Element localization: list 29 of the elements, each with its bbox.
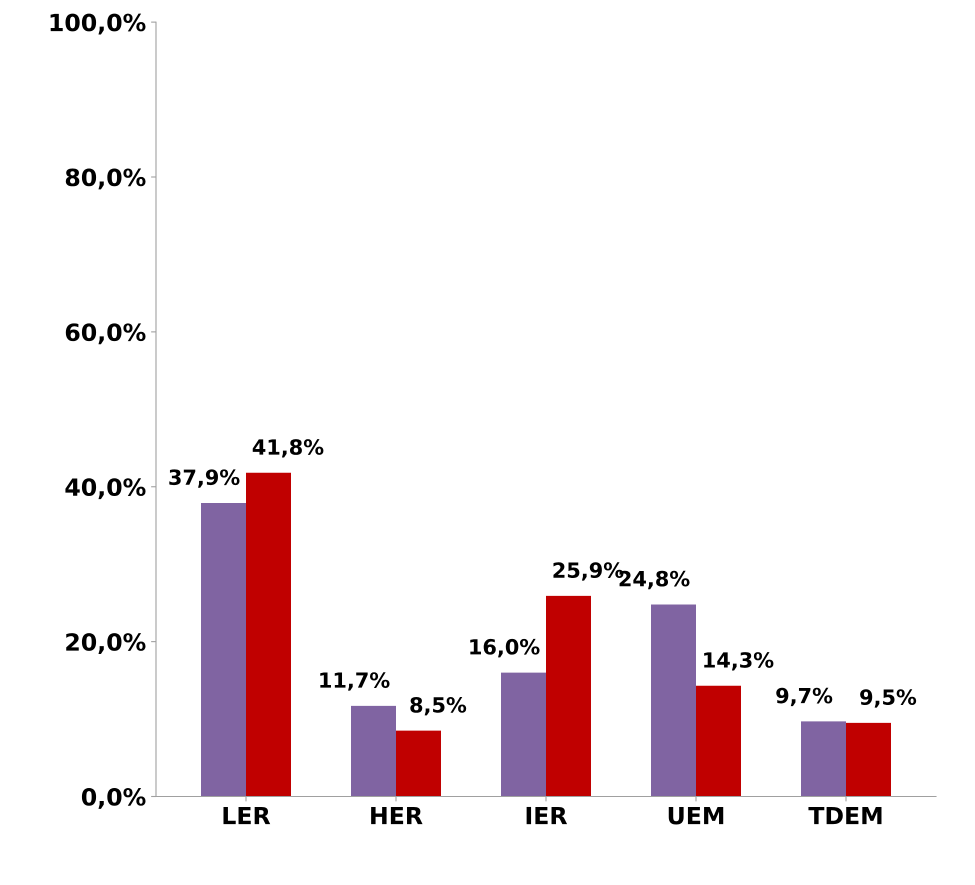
y-tick-label: 0,0% [82, 788, 146, 809]
bar [501, 672, 546, 796]
x-tick-label: IER [526, 806, 568, 824]
y-tick-label: 60,0% [66, 323, 146, 344]
y-tick-label: 20,0% [66, 633, 146, 654]
x-tick-label: LER [223, 806, 270, 824]
y-tick-label: 100,0% [50, 14, 146, 34]
y-tick-label: 40,0% [65, 478, 146, 500]
x-tick-label: UEM [668, 806, 724, 824]
bar [651, 604, 696, 796]
x-tick-label: HER [371, 806, 423, 824]
data-label: 8,5% [410, 696, 466, 716]
bar [201, 503, 246, 796]
data-label: 14,3% [704, 652, 774, 670]
bar [546, 596, 591, 796]
bar [696, 686, 741, 796]
bar [801, 721, 846, 796]
data-label: 9,5% [860, 689, 916, 708]
data-label: 11,7% [320, 672, 390, 691]
bar [246, 472, 291, 796]
bar [351, 706, 396, 796]
data-label: 16,0% [470, 638, 540, 658]
data-label: 41,8% [252, 439, 324, 458]
y-tick-label: 80,0% [66, 168, 146, 190]
data-label: 37,9% [169, 469, 240, 488]
bar [396, 730, 441, 796]
data-label: 9,7% [776, 688, 832, 706]
x-tick-label: TDEM [808, 806, 882, 824]
bar [846, 722, 891, 796]
